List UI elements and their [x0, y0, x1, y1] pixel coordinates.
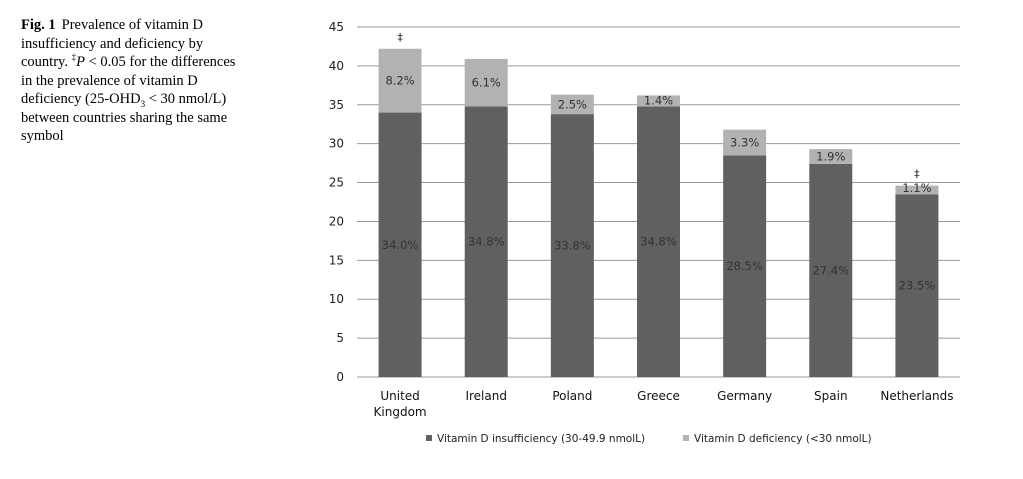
insufficiency-bar	[550, 114, 594, 377]
legend-label: Vitamin D insufficiency (30-49.9 nmolL)	[437, 433, 645, 445]
x-tick-label: Netherlands	[880, 389, 953, 403]
y-tick-label: 35	[329, 98, 344, 112]
insufficiency-bar	[723, 155, 767, 377]
deficiency-bar	[464, 58, 508, 107]
y-tick-label: 0	[336, 370, 344, 384]
data-label: 6.1%	[472, 76, 501, 90]
legend-label: Vitamin D deficiency (<30 nmolL)	[694, 433, 872, 445]
data-label: 34.8%	[468, 235, 505, 249]
deficiency-bar	[809, 149, 853, 164]
caption-text-3: < 30 nmol/L) between countries sharing t…	[21, 91, 228, 144]
data-label: 34.0%	[382, 238, 419, 252]
deficiency-bar	[550, 94, 594, 115]
legend-swatch-insufficiency	[426, 435, 432, 441]
insufficiency-bar	[464, 106, 508, 377]
x-tick-label: Germany	[717, 389, 772, 403]
insufficiency-bar	[809, 163, 853, 377]
y-tick-label: 10	[329, 292, 344, 306]
x-tick-label: Ireland	[465, 389, 507, 403]
data-label: 33.8%	[554, 239, 591, 253]
data-label: 1.1%	[902, 181, 931, 195]
x-tick-label: Greece	[637, 389, 680, 403]
caption-subscript: 3	[140, 98, 146, 109]
dagger-symbol: ‡	[71, 52, 77, 63]
data-label: 27.4%	[813, 263, 850, 277]
legend-swatch-deficiency	[683, 435, 689, 441]
data-label: 23.5%	[899, 279, 936, 293]
data-label: 1.4%	[644, 93, 673, 107]
deficiency-bar	[637, 95, 680, 107]
deficiency-bar	[723, 129, 767, 156]
figure-caption: Fig. 1 Prevalence of vitamin D insufficie…	[21, 16, 241, 146]
deficiency-bar	[895, 185, 939, 195]
y-tick-label: 30	[329, 137, 344, 151]
data-label: 8.2%	[385, 74, 414, 88]
insufficiency-bar	[895, 194, 939, 377]
y-tick-label: 25	[329, 176, 344, 190]
data-label: 3.3%	[730, 136, 759, 150]
data-label: 28.5%	[726, 259, 763, 273]
deficiency-bar	[378, 48, 422, 113]
data-label: 1.9%	[816, 150, 845, 164]
figure-label: Fig. 1	[21, 17, 56, 33]
data-label: 2.5%	[558, 97, 587, 111]
y-tick-label: 45	[329, 20, 344, 34]
x-tick-label: United Kingdom	[374, 389, 427, 419]
data-label: 34.8%	[640, 235, 677, 249]
y-tick-label: 20	[329, 214, 344, 228]
y-tick-label: 5	[336, 331, 344, 345]
caption-text-1: Prevalence of vitamin D insufficiency an…	[21, 17, 204, 70]
y-tick-label: 40	[329, 59, 344, 73]
insufficiency-bar	[637, 106, 680, 377]
caption-text-2: < 0.05 for the differences in the preval…	[21, 54, 236, 107]
x-tick-label: Poland	[552, 389, 592, 403]
x-tick-label: Spain	[814, 389, 848, 403]
y-tick-label: 15	[329, 253, 344, 267]
significance-marker: ‡	[397, 31, 403, 44]
p-letter: P	[76, 54, 85, 70]
significance-marker: ‡	[914, 168, 920, 181]
insufficiency-bar	[378, 112, 422, 378]
